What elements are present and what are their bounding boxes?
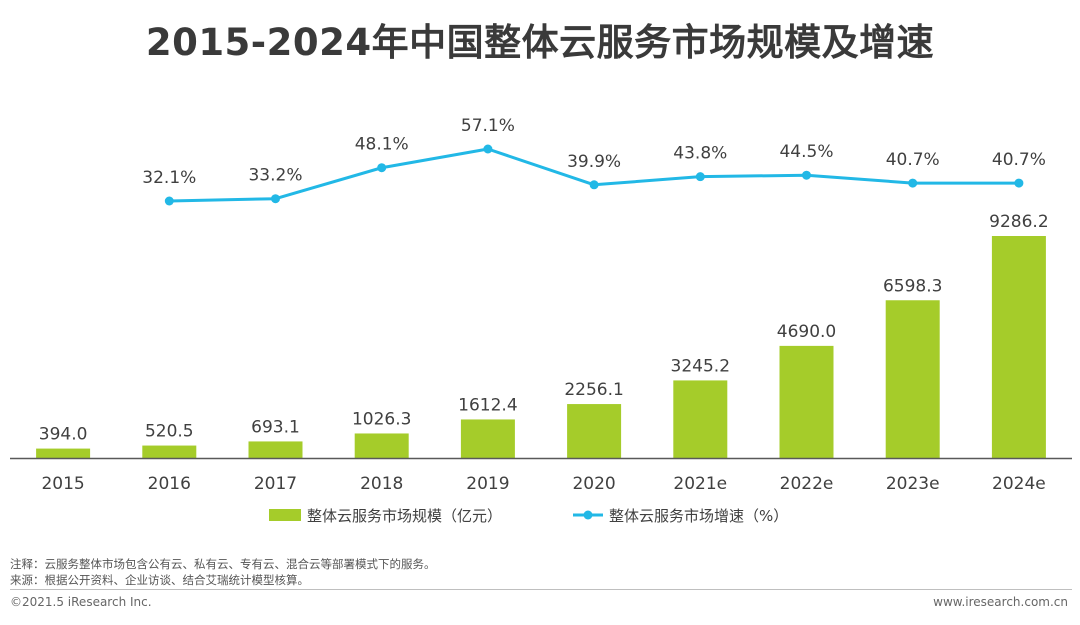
growth-point bbox=[377, 163, 387, 173]
bar bbox=[673, 380, 728, 458]
chart-source: 来源：根据公开资料、企业访谈、结合艾瑞统计模型核算。 bbox=[10, 573, 309, 587]
bar-value-label: 2256.1 bbox=[564, 380, 623, 400]
growth-value-label: 57.1% bbox=[461, 116, 515, 136]
growth-value-label: 44.5% bbox=[779, 142, 833, 162]
bar bbox=[36, 448, 91, 458]
legend-bar-label: 整体云服务市场规模（亿元） bbox=[307, 507, 502, 525]
bar bbox=[991, 236, 1046, 458]
bar-value-label: 693.1 bbox=[251, 417, 300, 437]
growth-point bbox=[695, 172, 705, 182]
x-tick-label: 2022e bbox=[780, 474, 834, 494]
growth-point bbox=[908, 178, 918, 188]
legend-line-label: 整体云服务市场增速（%） bbox=[609, 507, 788, 525]
chart-note: 注释：云服务整体市场包含公有云、私有云、专有云、混合云等部署模式下的服务。 bbox=[10, 557, 436, 571]
x-tick-label: 2020 bbox=[572, 474, 615, 494]
bar-value-label: 9286.2 bbox=[989, 212, 1048, 232]
growth-value-label: 33.2% bbox=[248, 166, 302, 186]
x-tick-label: 2019 bbox=[466, 474, 509, 494]
growth-point bbox=[802, 170, 811, 180]
bar-value-label: 3245.2 bbox=[671, 356, 730, 376]
bar bbox=[779, 345, 834, 458]
x-tick-label: 2024e bbox=[992, 474, 1046, 494]
x-tick-label: 2018 bbox=[360, 474, 403, 494]
growth-value-label: 32.1% bbox=[142, 168, 196, 188]
growth-value-label: 40.7% bbox=[992, 150, 1046, 170]
bar-value-label: 1026.3 bbox=[352, 409, 411, 429]
x-tick-label: 2017 bbox=[254, 474, 297, 494]
bar bbox=[567, 404, 622, 458]
growth-value-label: 48.1% bbox=[355, 135, 409, 155]
bar-value-label: 394.0 bbox=[39, 425, 88, 445]
footer-divider bbox=[10, 589, 1072, 590]
bar-value-label: 4690.0 bbox=[777, 322, 836, 342]
bar bbox=[885, 300, 940, 458]
legend-bar-swatch bbox=[269, 509, 301, 521]
x-tick-label: 2021e bbox=[673, 474, 727, 494]
bar-value-label: 1612.4 bbox=[458, 395, 517, 415]
bar bbox=[460, 419, 515, 458]
website-link[interactable]: www.iresearch.com.cn bbox=[933, 595, 1068, 609]
growth-value-label: 39.9% bbox=[567, 152, 621, 172]
bar-value-label: 520.5 bbox=[145, 422, 194, 442]
growth-point bbox=[589, 180, 599, 190]
legend-line-marker bbox=[583, 510, 593, 520]
bar bbox=[142, 445, 197, 458]
x-tick-label: 2023e bbox=[886, 474, 940, 494]
growth-value-label: 40.7% bbox=[886, 150, 940, 170]
bar bbox=[354, 433, 409, 458]
chart-title: 2015-2024年中国整体云服务市场规模及增速 bbox=[145, 21, 935, 64]
bar bbox=[248, 441, 303, 458]
x-tick-label: 2015 bbox=[41, 474, 84, 494]
growth-point bbox=[271, 194, 280, 204]
growth-point bbox=[1014, 178, 1024, 188]
growth-point bbox=[164, 196, 174, 206]
growth-point bbox=[483, 144, 493, 154]
growth-value-label: 43.8% bbox=[673, 144, 727, 164]
bar-value-label: 6598.3 bbox=[883, 276, 942, 296]
x-tick-label: 2016 bbox=[148, 474, 191, 494]
copyright: ©2021.5 iResearch Inc. bbox=[10, 595, 152, 609]
